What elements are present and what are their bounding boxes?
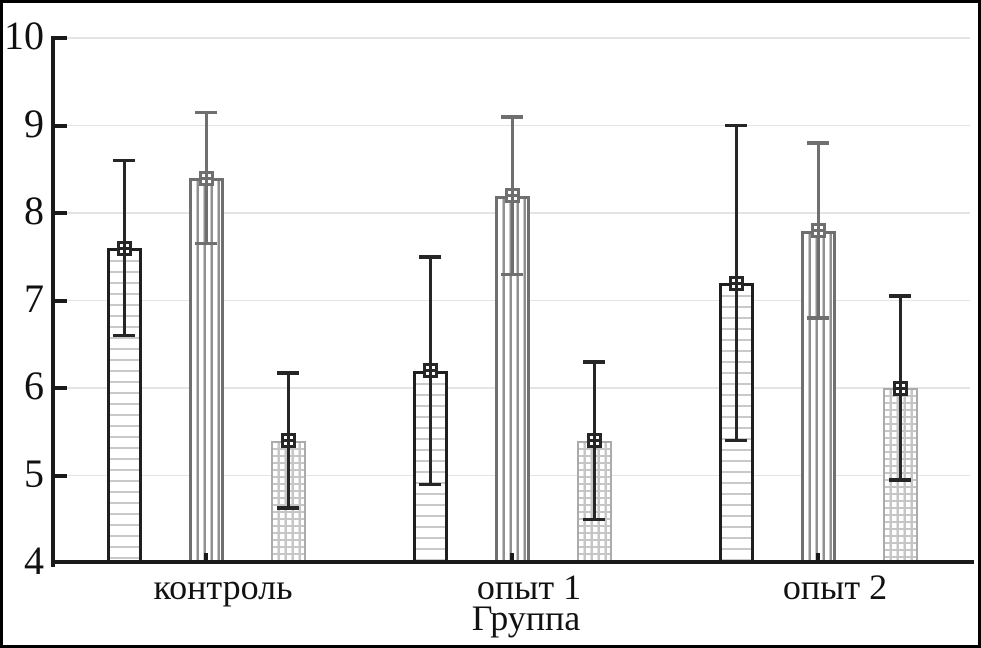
y-tick	[55, 473, 67, 478]
x-category-label: опыт 2	[782, 567, 888, 607]
error-bar-cap-top	[113, 158, 135, 163]
x-axis-line	[51, 560, 974, 564]
marker-cross-horizontal	[731, 281, 741, 285]
plot-area: 4 5 6 7 8 9 10 контроль опыт 1 опыт 2	[3, 3, 978, 645]
error-bar-cap-top	[501, 115, 523, 119]
error-bar-cap-top	[195, 110, 217, 115]
square-cross-marker	[422, 363, 438, 378]
y-tick-label: 5	[24, 450, 44, 496]
marker-cross-horizontal	[507, 194, 517, 197]
y-axis-line	[51, 36, 55, 567]
error-bar-cap-bottom	[807, 316, 829, 320]
error-bar-cap-bottom	[583, 517, 605, 521]
y-tick-label: 9	[24, 100, 44, 146]
y-tick-label: 8	[24, 188, 44, 233]
square-cross-marker	[198, 170, 214, 186]
square-cross-marker	[728, 275, 744, 291]
error-bar-cap-bottom	[277, 506, 299, 510]
square-cross-marker	[586, 433, 602, 448]
error-bar-cap-bottom	[195, 241, 217, 246]
marker-cross-horizontal	[425, 369, 435, 372]
x-tick	[816, 553, 820, 560]
marker-cross-horizontal	[283, 439, 293, 442]
square-cross-marker	[504, 188, 520, 203]
marker-cross-horizontal	[589, 439, 599, 442]
y-tick-label: 10	[4, 13, 44, 58]
square-cross-marker	[810, 223, 826, 238]
marker-cross-horizontal	[895, 386, 905, 390]
error-bar-cap-bottom	[889, 478, 911, 482]
error-bar-cap-bottom	[419, 482, 441, 486]
y-tick	[55, 123, 67, 128]
error-bar-cap-top	[725, 123, 747, 128]
y-tick	[55, 386, 67, 390]
y-tick-label: 7	[24, 275, 44, 321]
y-tick	[55, 211, 67, 215]
square-cross-marker	[280, 433, 296, 448]
error-bar-cap-bottom	[113, 333, 135, 338]
y-tick-label: 4	[24, 538, 44, 583]
marker-cross-horizontal	[119, 246, 129, 250]
error-bar-cap-top	[583, 360, 605, 364]
error-bar-cap-top	[419, 255, 441, 259]
y-tick	[55, 298, 67, 303]
bar-grid	[576, 440, 612, 563]
marker-cross-horizontal	[201, 176, 211, 180]
y-tick	[55, 36, 67, 40]
x-category-label: опыт 1	[476, 567, 582, 607]
x-tick	[510, 553, 514, 560]
error-bar-cap-bottom	[725, 438, 747, 443]
x-category-label: контроль	[153, 567, 293, 607]
x-tick	[204, 553, 208, 560]
error-bar-cap-top	[277, 371, 299, 375]
error-bar-cap-bottom	[501, 272, 523, 276]
error-bar-cap-top	[889, 294, 911, 298]
x-axis-title: Группа	[471, 598, 581, 638]
error-bar-cap-top	[807, 141, 829, 145]
marker-cross-horizontal	[813, 229, 823, 232]
gridline	[51, 37, 970, 39]
square-cross-marker	[116, 240, 132, 256]
square-cross-marker	[892, 380, 908, 396]
bar-horizontal-lines	[106, 248, 142, 563]
y-tick-label: 6	[24, 363, 44, 408]
